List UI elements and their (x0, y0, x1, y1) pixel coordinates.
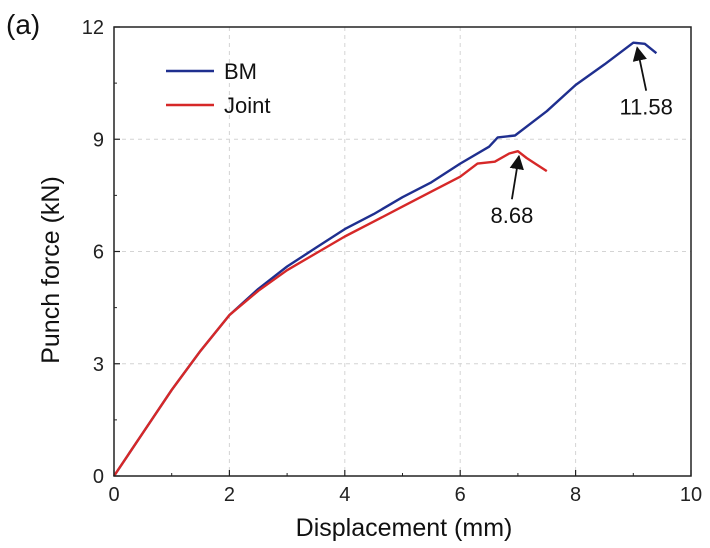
x-tick-label: 2 (224, 484, 235, 506)
x-tick-label: 4 (339, 484, 350, 506)
y-tick-label: 6 (93, 242, 104, 264)
y-tick-label: 0 (93, 466, 104, 488)
annotation-arrow (632, 46, 648, 91)
y-tick-label: 12 (82, 17, 104, 39)
y-axis-title: Punch force (kN) (37, 176, 65, 364)
axis-ticks: 0 2 4 6 8 10 0 3 6 9 12 (82, 17, 702, 506)
series-line-bm (113, 41, 658, 477)
plot-frame (113, 26, 692, 477)
x-tick-label: 8 (570, 484, 581, 506)
annotation-label: 8.68 (490, 203, 533, 228)
x-axis-title: Displacement (mm) (296, 514, 513, 542)
annotations: 11.58 8.68 (490, 46, 673, 228)
annotation-arrow (509, 154, 524, 200)
series-line-joint (113, 149, 548, 477)
panel-label: (a) (6, 9, 40, 40)
y-tick-label: 3 (93, 354, 104, 376)
series-lines (113, 41, 658, 477)
legend: BM Joint (166, 59, 270, 118)
legend-label-joint: Joint (224, 93, 270, 118)
x-tick-label: 6 (455, 484, 466, 506)
annotation-label: 11.58 (619, 95, 672, 120)
y-tick-label: 9 (93, 129, 104, 151)
grid (114, 27, 691, 476)
x-tick-label: 10 (680, 484, 702, 506)
legend-label-bm: BM (224, 59, 257, 84)
x-tick-label: 0 (108, 484, 119, 506)
